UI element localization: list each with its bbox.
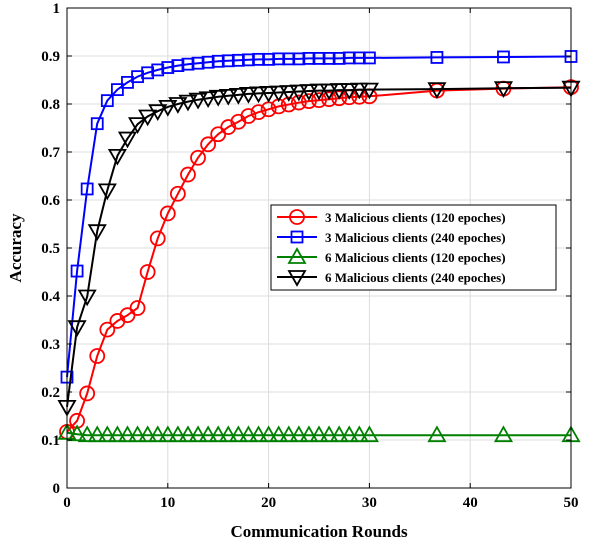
y-tick-label: 0.2	[41, 385, 60, 401]
y-tick-label: 0.3	[41, 337, 60, 353]
x-tick-label: 50	[564, 495, 579, 511]
y-tick-label: 0.1	[41, 433, 60, 449]
y-tick-label: 0	[53, 481, 61, 497]
legend-label: 6 Malicious clients (120 epoches)	[325, 250, 506, 265]
y-tick-label: 1	[53, 1, 61, 17]
x-tick-label: 30	[362, 495, 377, 511]
series-6-malicious-120	[59, 425, 579, 441]
legend-label: 3 Malicious clients (120 epoches)	[325, 210, 506, 225]
x-axis-label: Communication Rounds	[230, 522, 408, 541]
y-tick-label: 0.6	[41, 193, 60, 209]
y-tick-label: 0.8	[41, 97, 60, 113]
y-tick-label: 0.4	[41, 289, 60, 305]
y-tick-label: 0.7	[41, 145, 60, 161]
x-tick-label: 20	[261, 495, 276, 511]
y-tick-label: 0.5	[41, 241, 60, 257]
legend-label: 6 Malicious clients (240 epoches)	[325, 270, 506, 285]
legend-label: 3 Malicious clients (240 epoches)	[325, 230, 506, 245]
y-axis-label: Accuracy	[6, 213, 25, 282]
x-tick-label: 10	[160, 495, 175, 511]
y-tick-label: 0.9	[41, 49, 60, 65]
legend: 3 Malicious clients (120 epoches) 3 Malic…	[271, 205, 556, 290]
x-tick-label: 40	[463, 495, 478, 511]
x-tick-label: 0	[63, 495, 71, 511]
